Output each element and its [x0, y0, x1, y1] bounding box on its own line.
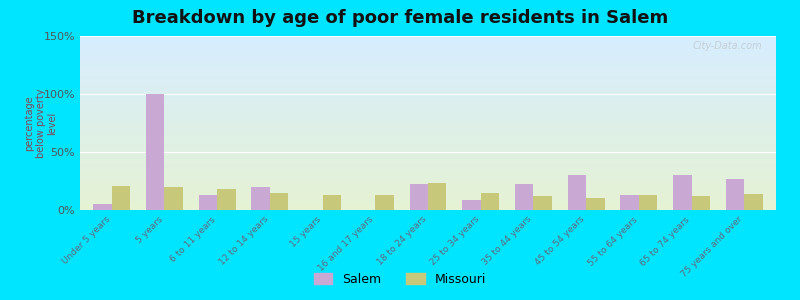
Bar [462, 200, 481, 210]
Bar [112, 186, 130, 210]
Bar [568, 175, 586, 210]
Legend: Salem, Missouri: Salem, Missouri [309, 268, 491, 291]
Bar [726, 179, 744, 210]
Text: City-Data.com: City-Data.com [693, 41, 762, 51]
Bar [586, 198, 605, 210]
Bar [322, 195, 341, 210]
Bar [744, 194, 763, 210]
Bar [217, 189, 235, 210]
Bar [251, 187, 270, 210]
Bar [410, 184, 428, 210]
Bar [93, 204, 112, 210]
Bar [673, 175, 692, 210]
Bar [164, 187, 183, 210]
Text: Breakdown by age of poor female residents in Salem: Breakdown by age of poor female resident… [132, 9, 668, 27]
Bar [270, 193, 288, 210]
Bar [692, 196, 710, 210]
Bar [515, 184, 534, 210]
Bar [481, 193, 499, 210]
Y-axis label: percentage
below poverty
level: percentage below poverty level [24, 88, 58, 158]
Bar [534, 196, 552, 210]
Bar [639, 195, 658, 210]
Bar [621, 195, 639, 210]
Bar [198, 195, 217, 210]
Bar [428, 183, 446, 210]
Bar [146, 94, 164, 210]
Bar [375, 195, 394, 210]
